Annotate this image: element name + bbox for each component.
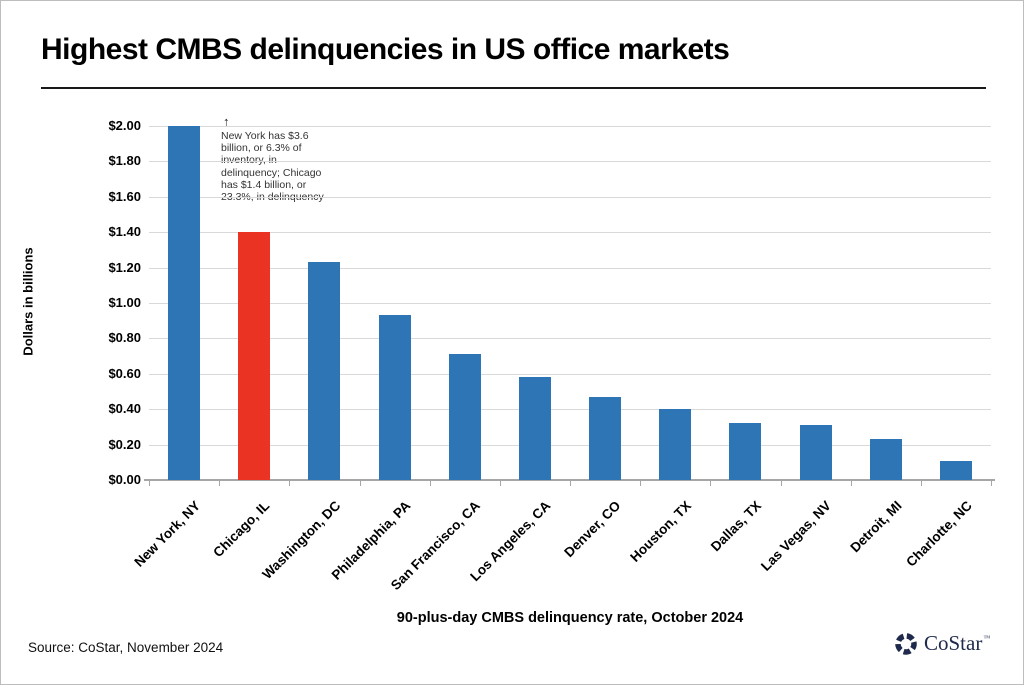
y-tick-label: $0.40	[108, 401, 141, 417]
chart-annotation: ↑ New York has $3.6 billion, or 6.3% of …	[221, 114, 346, 203]
x-category-label: Chicago, IL	[210, 498, 273, 561]
x-category-label: Dallas, TX	[707, 498, 765, 555]
up-arrow-icon: ↑	[223, 114, 230, 129]
bar-charlotte-nc	[939, 460, 972, 480]
gridline	[149, 126, 991, 127]
x-axis-tick	[850, 480, 852, 486]
annotation-text: New York has $3.6 billion, or 6.3% of in…	[221, 130, 324, 203]
x-axis-tick	[710, 480, 712, 486]
gridline	[149, 373, 991, 375]
x-axis-tick	[429, 480, 431, 486]
bar-denver-co	[589, 396, 622, 480]
gridline	[149, 338, 991, 340]
bar-houston-tx	[659, 409, 692, 480]
x-category-label: New York, NY	[130, 498, 203, 570]
y-axis-tick-labels: $2.00 $1.80 $1.60 $1.40 $1.20 $1.00 $0.80 $0.60…	[37, 118, 141, 487]
bar-los-angeles-ca	[518, 377, 551, 480]
gridline	[149, 303, 991, 304]
x-axis-title: 90-plus-day CMBS delinquency rate, Octob…	[396, 610, 744, 626]
gridline	[149, 161, 991, 163]
bar-detroit-mi	[869, 439, 902, 480]
costar-pinwheel-icon	[895, 632, 917, 655]
x-axis-tick	[640, 480, 642, 486]
bar-dallas-tx	[729, 423, 762, 480]
x-axis-tick	[499, 480, 501, 486]
bar-chicago-il	[238, 232, 271, 480]
y-tick-label: $1.40	[108, 224, 141, 240]
x-category-label: Charlotte, NC	[902, 498, 975, 570]
source-note: Source: CoStar, November 2024	[28, 640, 224, 655]
x-axis-line	[144, 479, 995, 481]
x-axis-tick	[289, 480, 291, 486]
y-tick-label: $0.20	[108, 436, 141, 452]
y-axis-title: Dollars in billions	[20, 247, 36, 356]
x-axis-tick	[359, 480, 361, 486]
x-axis-tick	[219, 480, 221, 486]
costar-logo-text: CoStar™	[924, 631, 991, 655]
y-tick-label: $1.00	[108, 295, 141, 310]
gridline	[149, 444, 991, 446]
x-axis-category-labels: New York, NY Chicago, IL Washington, DC Phi…	[131, 490, 991, 600]
x-axis-tick	[780, 480, 782, 486]
y-tick-label: $0.00	[108, 472, 141, 487]
bar-new-york-ny	[168, 126, 201, 480]
y-tick-label: $0.80	[108, 330, 141, 346]
x-axis-tick	[920, 480, 922, 486]
title-underline	[41, 87, 986, 89]
y-tick-label: $2.00	[108, 118, 141, 133]
gridline	[149, 196, 991, 198]
bar-washington-dc	[308, 262, 341, 480]
bar-philadelphia-pa	[378, 315, 411, 480]
bar-san-francisco-ca	[448, 354, 481, 480]
y-tick-label: $0.60	[108, 365, 141, 381]
y-tick-label: $1.60	[108, 188, 141, 204]
plot-area: ↑ New York has $3.6 billion, or 6.3% of …	[144, 114, 995, 486]
page-title: Highest CMBS delinquencies in US office …	[41, 33, 730, 66]
gridline	[149, 232, 991, 234]
x-category-label: Denver, CO	[561, 498, 624, 561]
x-axis-tick	[570, 480, 571, 486]
x-category-label: Houston, TX	[627, 498, 694, 565]
gridline	[149, 267, 991, 269]
bar-las-vegas-nv	[799, 425, 832, 480]
x-category-label: Las Vegas, NV	[758, 498, 835, 574]
gridline	[149, 409, 991, 411]
x-category-label: Detroit, MI	[847, 498, 905, 556]
trademark-symbol: ™	[983, 634, 991, 642]
y-tick-label: $1.20	[108, 259, 141, 275]
x-axis-tick	[991, 480, 992, 486]
costar-logo: CoStar™	[894, 631, 990, 656]
x-axis-tick	[149, 480, 150, 486]
y-tick-label: $1.80	[108, 153, 141, 169]
